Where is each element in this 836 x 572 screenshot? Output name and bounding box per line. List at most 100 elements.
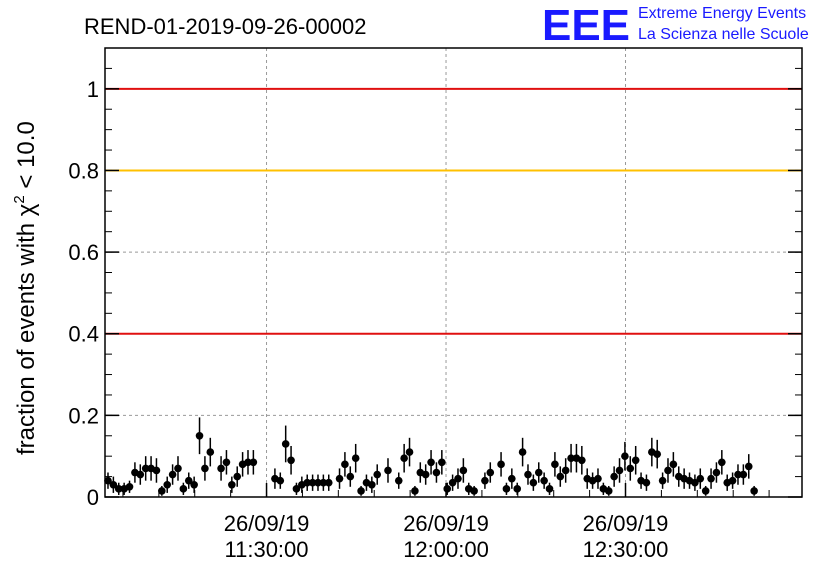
eee-logo: EEE Extreme Energy Events La Scienza nel… xyxy=(542,1,809,50)
data-marker xyxy=(114,485,123,493)
data-marker xyxy=(104,476,112,485)
data-point xyxy=(438,450,446,475)
data-point xyxy=(114,482,123,495)
data-point xyxy=(508,468,516,489)
data-marker xyxy=(324,478,333,487)
data-marker xyxy=(206,448,215,456)
data-marker xyxy=(750,487,758,495)
data-marker xyxy=(244,458,252,467)
data-point xyxy=(551,452,559,477)
data-marker xyxy=(438,458,446,467)
data-point xyxy=(292,482,301,495)
data-point xyxy=(125,480,134,493)
data-point xyxy=(314,474,322,491)
data-marker xyxy=(222,458,231,467)
data-point xyxy=(324,474,333,491)
data-point xyxy=(249,450,258,475)
data-point xyxy=(658,472,667,489)
data-point xyxy=(615,458,624,483)
data-point xyxy=(179,482,188,495)
data-point xyxy=(594,468,602,489)
data-point xyxy=(518,437,527,467)
logo-line1: Extreme Energy Events xyxy=(638,5,806,22)
data-point xyxy=(303,474,312,491)
data-point xyxy=(421,464,430,485)
data-marker xyxy=(158,487,166,495)
data-point xyxy=(497,452,505,477)
data-marker xyxy=(712,468,721,477)
x-tick-time: 12:30:00 xyxy=(583,537,669,562)
data-marker xyxy=(513,485,522,493)
data-marker xyxy=(502,485,511,493)
data-point xyxy=(739,464,748,485)
data-point xyxy=(707,468,715,489)
y-tick-label: 0.4 xyxy=(68,322,99,347)
data-marker xyxy=(454,474,462,483)
data-marker xyxy=(357,487,365,495)
data-marker xyxy=(529,478,538,487)
data-point xyxy=(459,458,468,483)
data-point xyxy=(540,472,548,489)
data-point xyxy=(341,452,349,477)
data-marker xyxy=(578,456,586,465)
data-point xyxy=(357,485,365,496)
data-marker xyxy=(658,476,667,485)
data-marker xyxy=(604,487,613,495)
data-marker xyxy=(432,468,441,477)
x-tick-labels: 26/09/1911:30:0026/09/1912:00:0026/09/19… xyxy=(224,511,669,562)
data-marker xyxy=(744,462,753,471)
data-point xyxy=(470,485,478,496)
data-marker xyxy=(691,478,699,487)
data-point xyxy=(217,456,225,481)
data-point xyxy=(368,476,376,493)
data-marker xyxy=(561,466,570,475)
data-point xyxy=(373,464,382,485)
data-point xyxy=(281,425,290,463)
data-point xyxy=(669,452,678,477)
grid-lines xyxy=(105,48,802,497)
data-marker xyxy=(486,468,495,477)
data-marker xyxy=(190,480,198,489)
plot-frame xyxy=(104,47,803,498)
data-marker xyxy=(448,478,457,487)
data-point xyxy=(664,458,672,483)
data-point xyxy=(621,441,629,471)
data-marker xyxy=(368,480,376,489)
data-marker xyxy=(545,485,554,493)
data-point xyxy=(691,474,699,491)
data-point xyxy=(567,443,575,473)
data-marker xyxy=(287,456,295,465)
data-marker xyxy=(631,456,640,465)
data-point xyxy=(524,464,532,485)
data-marker xyxy=(621,452,629,460)
axis-ticks xyxy=(105,47,802,498)
data-point xyxy=(502,482,511,495)
data-point xyxy=(276,472,285,489)
y-tick-label: 0 xyxy=(87,485,99,510)
data-point xyxy=(701,485,710,496)
data-point xyxy=(228,476,236,493)
data-point xyxy=(335,468,344,489)
data-marker xyxy=(303,478,312,487)
data-point xyxy=(734,464,742,485)
data-marker xyxy=(734,470,742,479)
data-marker xyxy=(319,478,328,487)
x-tick-date: 26/09/19 xyxy=(583,511,669,536)
data-marker xyxy=(594,474,602,483)
data-marker xyxy=(292,485,301,493)
data-marker xyxy=(739,470,748,479)
data-point xyxy=(190,476,198,493)
y-tick-label: 0.2 xyxy=(68,403,99,428)
data-point xyxy=(631,445,640,475)
data-marker xyxy=(524,470,532,479)
data-point xyxy=(411,485,419,496)
data-point xyxy=(141,456,150,481)
data-point xyxy=(174,456,182,481)
data-marker xyxy=(125,482,134,491)
data-marker xyxy=(470,487,478,495)
data-marker xyxy=(567,454,575,463)
data-point xyxy=(626,456,635,481)
data-marker xyxy=(394,476,403,485)
data-point xyxy=(168,464,177,485)
